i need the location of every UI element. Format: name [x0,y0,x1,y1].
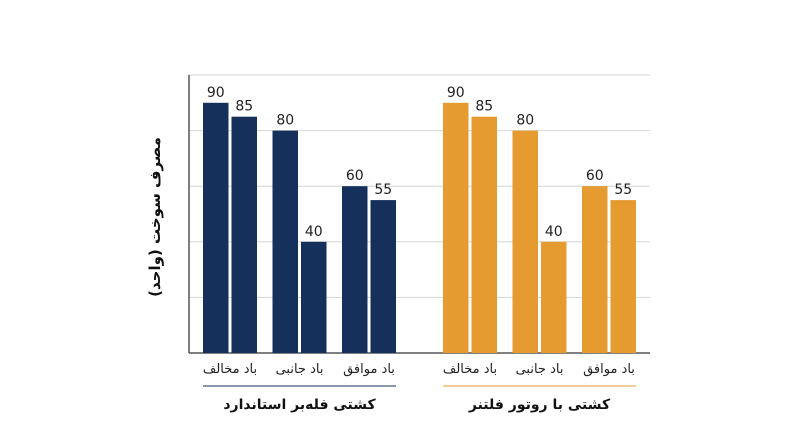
bar [272,130,298,353]
category-label: باد موافق [343,362,395,377]
bar-value-label: 60 [586,168,604,184]
bar [471,116,497,353]
bar [203,102,229,353]
labels: 90 85 باد مخالف 80 40 باد جانبی 60 55 باد موافق ک… [203,85,636,413]
bars [203,102,636,353]
gridlines [189,74,650,298]
group-label: کشتی با روتور فلتنر [468,397,611,413]
bar-value-label: 55 [374,182,392,198]
bar-value-label: 40 [305,224,323,240]
bar-value-label: 85 [235,99,253,115]
bar-value-label: 60 [346,168,364,184]
bar [610,200,636,353]
category-label: باد مخالف [443,362,497,377]
bar [541,241,567,353]
bar [342,186,368,353]
category-label: باد جانبی [516,362,564,377]
bar-value-label: 80 [516,113,534,129]
bar-value-label: 90 [447,85,465,101]
bar [512,130,538,353]
category-label: باد موافق [583,362,635,377]
bar [582,186,608,353]
bar-value-label: 85 [475,99,493,115]
bar-value-label: 80 [276,113,294,129]
bar [370,200,396,353]
bar [443,102,469,353]
category-label: باد مخالف [203,362,257,377]
y-axis-label: مصرف سوخت (واحد) [146,137,164,297]
bar [301,241,327,353]
bar-value-label: 90 [207,85,225,101]
bar-value-label: 55 [614,182,632,198]
bar-value-label: 40 [545,224,563,240]
group-label: کشتی فله‌بر استاندارد [223,397,376,413]
category-label: باد جانبی [276,362,324,377]
bar [231,116,257,353]
